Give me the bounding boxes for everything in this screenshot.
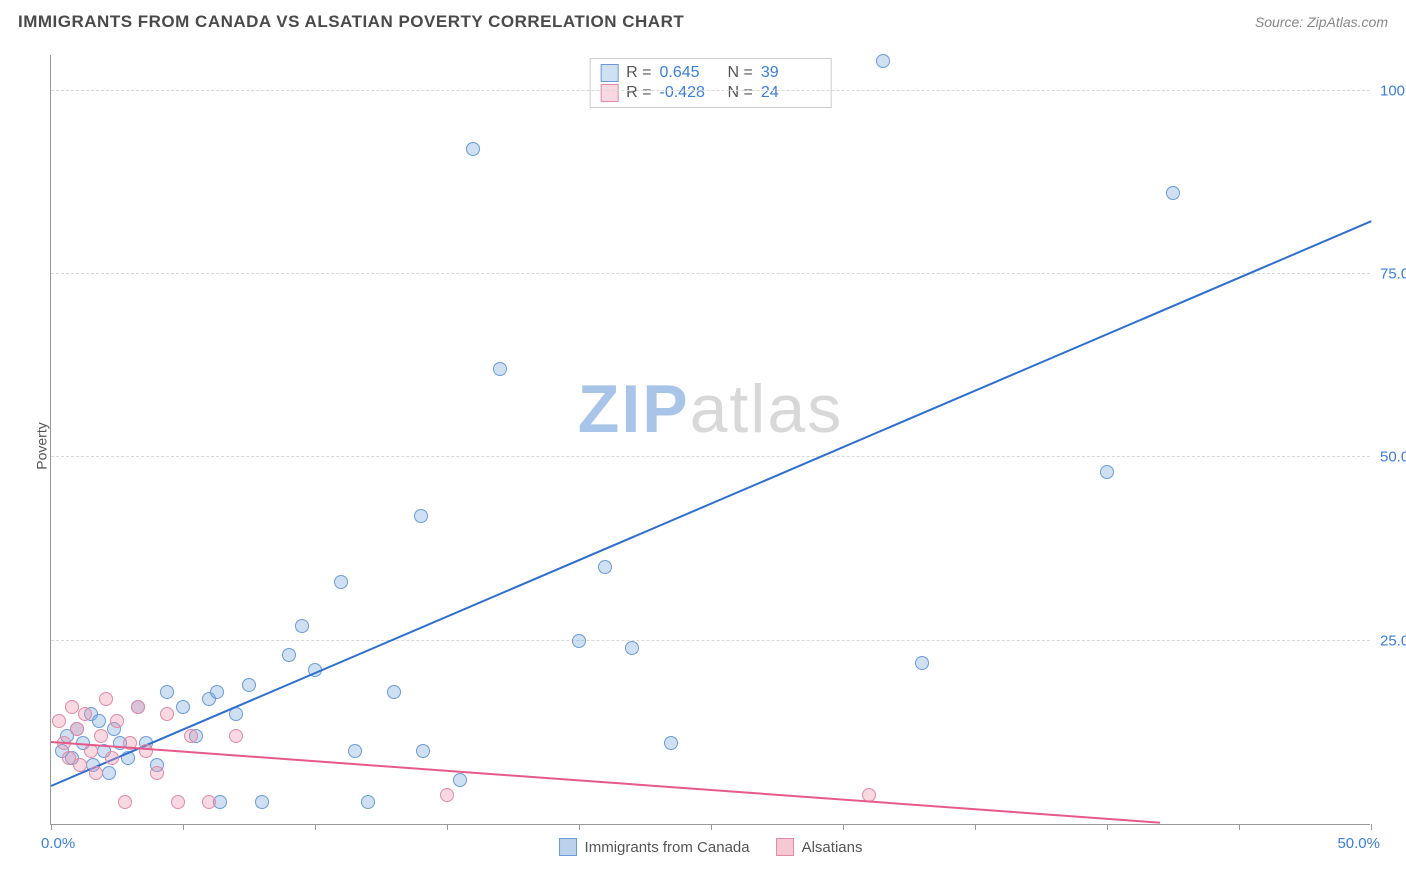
series-swatch-1 (776, 838, 794, 856)
ytick-label: 100.0% (1380, 82, 1406, 99)
legend-n-label-1: N = (728, 84, 753, 102)
data-point (65, 700, 79, 714)
watermark: ZIPatlas (578, 370, 843, 448)
data-point (110, 714, 124, 728)
data-point (282, 648, 296, 662)
series-legend: Immigrants from Canada Alsatians (559, 838, 863, 856)
data-point (99, 692, 113, 706)
series-legend-item-1: Alsatians (776, 838, 863, 856)
data-point (414, 509, 428, 523)
data-point (102, 766, 116, 780)
data-point (295, 619, 309, 633)
gridline-h (51, 456, 1370, 457)
xtick-mark (51, 824, 52, 830)
chart-title: IMMIGRANTS FROM CANADA VS ALSATIAN POVER… (18, 12, 684, 32)
data-point (160, 685, 174, 699)
legend-r-label-1: R = (626, 84, 651, 102)
xtick-mark (975, 824, 976, 830)
gridline-h (51, 90, 1370, 91)
data-point (94, 729, 108, 743)
watermark-bold: ZIP (578, 371, 690, 447)
xtick-mark (579, 824, 580, 830)
data-point (176, 700, 190, 714)
data-point (118, 795, 132, 809)
data-point (1166, 186, 1180, 200)
xtick-label-min: 0.0% (41, 835, 75, 852)
data-point (440, 788, 454, 802)
correlation-legend: R = 0.645 N = 39 R = -0.428 N = 24 (589, 58, 832, 108)
y-axis-label: Poverty (34, 422, 50, 469)
data-point (131, 700, 145, 714)
data-point (92, 714, 106, 728)
data-point (625, 641, 639, 655)
data-point (876, 54, 890, 68)
legend-r-value-1: -0.428 (660, 84, 720, 102)
xtick-mark (183, 824, 184, 830)
xtick-label-max: 50.0% (1337, 835, 1380, 852)
data-point (89, 766, 103, 780)
xtick-mark (1371, 824, 1372, 830)
xtick-mark (447, 824, 448, 830)
xtick-mark (1239, 824, 1240, 830)
data-point (255, 795, 269, 809)
data-point (210, 685, 224, 699)
data-point (184, 729, 198, 743)
source-label: Source: ZipAtlas.com (1255, 14, 1388, 30)
data-point (105, 751, 119, 765)
data-point (139, 744, 153, 758)
data-point (160, 707, 174, 721)
legend-n-label-0: N = (728, 64, 753, 82)
legend-swatch-1 (600, 84, 618, 102)
series-swatch-0 (559, 838, 577, 856)
data-point (572, 634, 586, 648)
xtick-mark (1107, 824, 1108, 830)
data-point (1100, 465, 1114, 479)
ytick-label: 50.0% (1380, 449, 1406, 466)
legend-row-1: R = -0.428 N = 24 (600, 83, 821, 103)
gridline-h (51, 640, 1370, 641)
legend-swatch-0 (600, 64, 618, 82)
data-point (52, 714, 66, 728)
data-point (466, 142, 480, 156)
data-point (70, 722, 84, 736)
series-legend-item-0: Immigrants from Canada (559, 838, 750, 856)
data-point (416, 744, 430, 758)
title-bar: IMMIGRANTS FROM CANADA VS ALSATIAN POVER… (18, 12, 1388, 32)
ytick-label: 25.0% (1380, 632, 1406, 649)
data-point (334, 575, 348, 589)
data-point (73, 758, 87, 772)
data-point (242, 678, 256, 692)
legend-r-label-0: R = (626, 64, 651, 82)
data-point (664, 736, 678, 750)
data-point (598, 560, 612, 574)
series-label-0: Immigrants from Canada (585, 839, 750, 856)
data-point (202, 795, 216, 809)
data-point (150, 766, 164, 780)
ytick-label: 75.0% (1380, 266, 1406, 283)
data-point (915, 656, 929, 670)
xtick-mark (315, 824, 316, 830)
legend-row-0: R = 0.645 N = 39 (600, 63, 821, 83)
trend-line (51, 741, 1160, 824)
legend-r-value-0: 0.645 (660, 64, 720, 82)
data-point (348, 744, 362, 758)
watermark-light: atlas (690, 371, 844, 447)
series-label-1: Alsatians (802, 839, 863, 856)
xtick-mark (843, 824, 844, 830)
data-point (78, 707, 92, 721)
legend-n-value-0: 39 (761, 64, 821, 82)
data-point (229, 729, 243, 743)
trend-line (51, 221, 1372, 788)
legend-n-value-1: 24 (761, 84, 821, 102)
data-point (453, 773, 467, 787)
xtick-mark (711, 824, 712, 830)
plot-area: ZIPatlas R = 0.645 N = 39 R = -0.428 N =… (50, 55, 1370, 825)
data-point (361, 795, 375, 809)
gridline-h (51, 273, 1370, 274)
data-point (387, 685, 401, 699)
data-point (493, 362, 507, 376)
data-point (171, 795, 185, 809)
